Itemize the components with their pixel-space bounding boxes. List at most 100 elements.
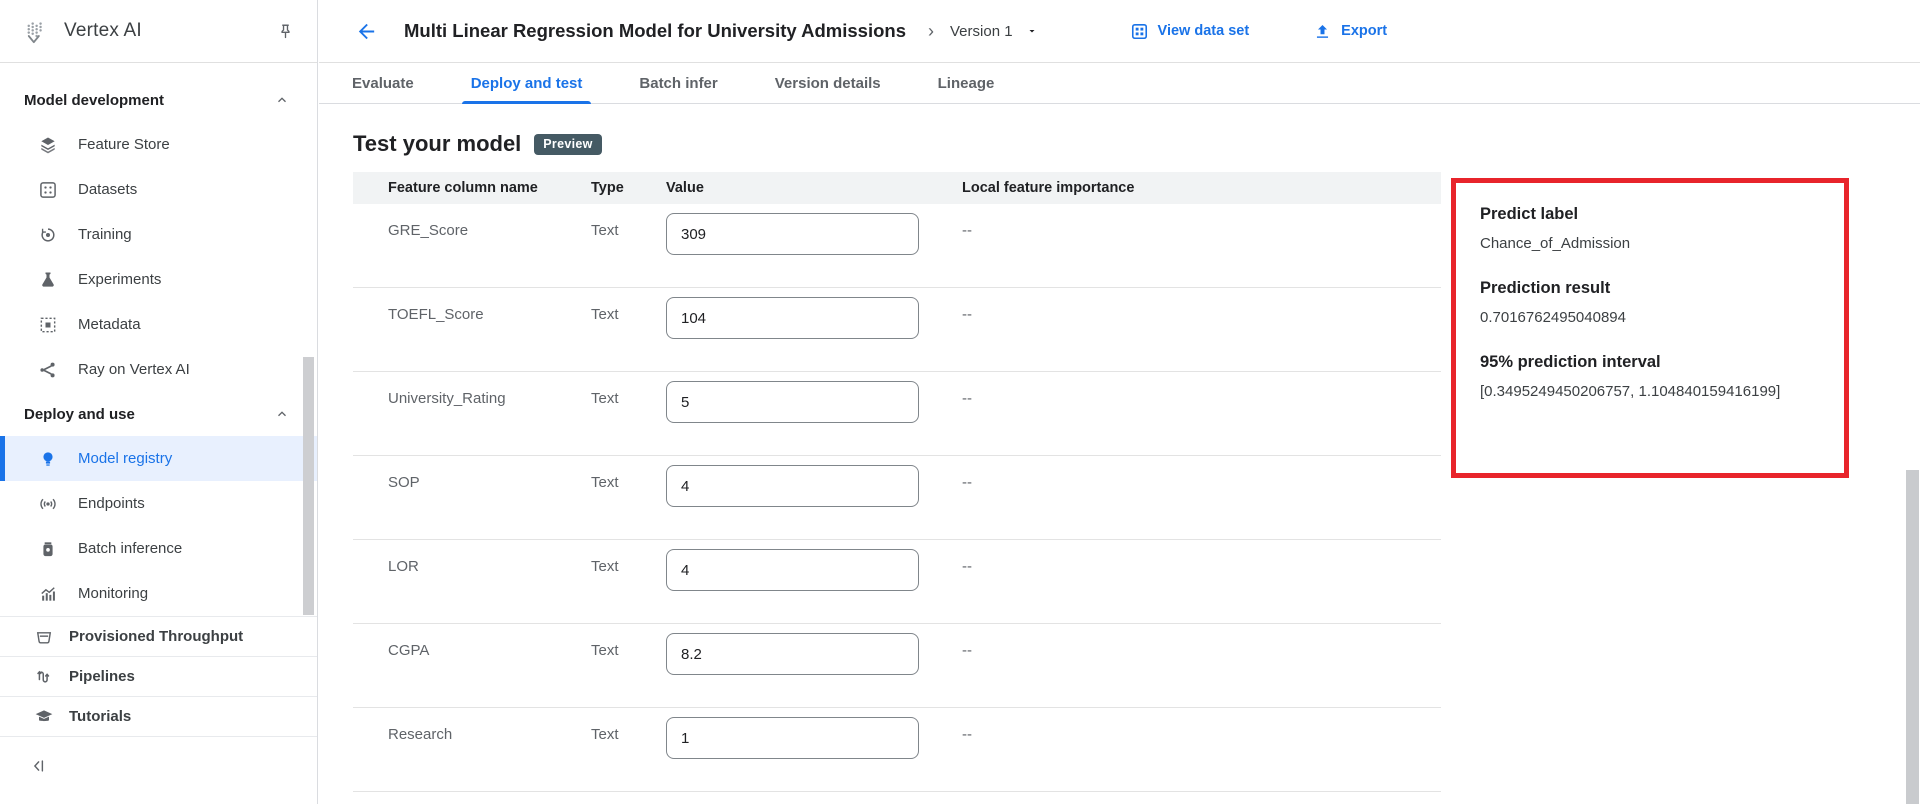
sidebar-item-datasets[interactable]: Datasets xyxy=(0,167,317,212)
sidebar-section-model-development[interactable]: Model development xyxy=(0,78,317,122)
feature-importance: -- xyxy=(962,222,972,239)
sidebar-section-deploy-and-use[interactable]: Deploy and use xyxy=(0,392,317,436)
version-selector[interactable]: Version 1 xyxy=(950,23,1038,40)
sidebar-item-label: Training xyxy=(78,226,132,243)
sidebar-item-training[interactable]: Training xyxy=(0,212,317,257)
sidebar-item-label: Monitoring xyxy=(78,585,149,602)
table-row-university-rating: University_Rating Text -- xyxy=(353,372,1441,456)
value-input-toefl-score[interactable] xyxy=(666,297,919,339)
export-label: Export xyxy=(1341,23,1388,39)
sidebar-item-label: Experiments xyxy=(78,271,162,288)
pin-icon[interactable] xyxy=(276,22,295,41)
sidebar-header: Vertex AI xyxy=(0,0,317,63)
predict-label-value: Chance_of_Admission xyxy=(1480,235,1631,252)
feature-type: Text xyxy=(591,390,619,407)
training-icon xyxy=(37,224,59,246)
tutorials-icon xyxy=(33,706,55,728)
collapse-panel-icon xyxy=(30,757,48,775)
feature-type: Text xyxy=(591,306,619,323)
monitoring-icon xyxy=(37,583,59,605)
version-label: Version 1 xyxy=(950,22,1013,40)
data-set-grid-icon xyxy=(1130,22,1149,41)
app-title: Vertex AI xyxy=(64,20,142,41)
sidebar-item-metadata[interactable]: Metadata xyxy=(0,302,317,347)
pipelines-icon xyxy=(33,666,55,688)
prediction-interval-title: 95% prediction interval xyxy=(1480,353,1661,371)
feature-type: Text xyxy=(591,222,619,239)
tab-batch-infer[interactable]: Batch infer xyxy=(639,74,718,92)
sidebar-item-model-registry[interactable]: Model registry xyxy=(0,436,317,481)
prediction-result-value: 0.7016762495040894 xyxy=(1480,309,1626,326)
section-label: Deploy and use xyxy=(24,405,135,423)
chevron-up-icon xyxy=(275,93,289,107)
ray-icon xyxy=(37,359,59,381)
sidebar-item-label: Tutorials xyxy=(69,708,132,725)
value-input-research[interactable] xyxy=(666,717,919,759)
sidebar-scrollbar[interactable] xyxy=(303,357,314,615)
view-data-set-button[interactable]: View data set xyxy=(1130,22,1249,41)
sidebar-item-endpoints[interactable]: Endpoints xyxy=(0,481,317,526)
table-row-cgpa: CGPA Text -- xyxy=(353,624,1441,708)
sidebar-item-label: Feature Store xyxy=(78,136,170,153)
sidebar-item-label: Batch inference xyxy=(78,540,183,557)
sidebar-item-label: Provisioned Throughput xyxy=(69,628,244,645)
feature-store-icon xyxy=(37,134,59,156)
export-button[interactable]: Export xyxy=(1313,22,1387,41)
column-header-value: Value xyxy=(666,180,704,196)
prediction-result-title: Prediction result xyxy=(1480,279,1611,297)
table-row-gre-score: GRE_Score Text -- xyxy=(353,204,1441,288)
feature-importance: -- xyxy=(962,306,972,323)
endpoints-icon xyxy=(37,493,59,515)
value-input-gre-score[interactable] xyxy=(666,213,919,255)
table-row-lor: LOR Text -- xyxy=(353,540,1441,624)
sidebar-item-experiments[interactable]: Experiments xyxy=(0,257,317,302)
chevron-up-icon xyxy=(275,407,289,421)
tab-deploy-and-test[interactable]: Deploy and test xyxy=(461,63,592,104)
feature-name: Research xyxy=(388,726,453,743)
sidebar-item-monitoring[interactable]: Monitoring xyxy=(0,571,317,616)
sidebar-collapse-button[interactable] xyxy=(0,736,317,795)
tab-bar: Evaluate Deploy and test Batch infer Ver… xyxy=(319,63,1920,104)
provisioned-throughput-icon xyxy=(33,626,55,648)
sidebar: Vertex AI Model development xyxy=(0,0,318,804)
back-arrow-icon[interactable] xyxy=(355,20,378,43)
tab-evaluate[interactable]: Evaluate xyxy=(352,74,414,92)
prediction-interval-value: [0.3495249450206757, 1.104840159416199] xyxy=(1480,383,1781,400)
sidebar-item-ray-on-vertex-ai[interactable]: Ray on Vertex AI xyxy=(0,347,317,392)
breadcrumb-chevron-icon: › xyxy=(928,20,934,41)
sidebar-item-feature-store[interactable]: Feature Store xyxy=(0,122,317,167)
table-row-toefl-score: TOEFL_Score Text -- xyxy=(353,288,1441,372)
metadata-icon xyxy=(37,314,59,336)
value-input-lor[interactable] xyxy=(666,549,919,591)
sidebar-item-batch-inference[interactable]: Batch inference xyxy=(0,526,317,571)
feature-importance: -- xyxy=(962,390,972,407)
column-header-type: Type xyxy=(591,180,624,196)
sidebar-item-pipelines[interactable]: Pipelines xyxy=(0,656,317,696)
page-title: Multi Linear Regression Model for Univer… xyxy=(404,20,906,41)
page-scrollbar[interactable] xyxy=(1906,470,1919,804)
batch-inference-icon xyxy=(37,538,59,560)
feature-importance: -- xyxy=(962,558,972,575)
export-upload-icon xyxy=(1313,22,1332,41)
column-header-feature-name: Feature column name xyxy=(388,180,538,196)
feature-importance: -- xyxy=(962,474,972,491)
sidebar-item-tutorials[interactable]: Tutorials xyxy=(0,696,317,736)
section-heading: Test your model xyxy=(353,131,522,156)
tab-lineage[interactable]: Lineage xyxy=(937,74,995,92)
tab-version-details[interactable]: Version details xyxy=(774,74,881,92)
value-input-cgpa[interactable] xyxy=(666,633,919,675)
predict-label-title: Predict label xyxy=(1480,205,1579,223)
sidebar-bottom-group: Provisioned Throughput Pipelines xyxy=(0,616,317,795)
sidebar-item-label: Datasets xyxy=(78,181,138,198)
feature-importance: -- xyxy=(962,642,972,659)
feature-type: Text xyxy=(591,726,619,743)
value-input-university-rating[interactable] xyxy=(666,381,919,423)
feature-type: Text xyxy=(591,642,619,659)
vertex-ai-logo xyxy=(22,18,49,45)
feature-type: Text xyxy=(591,558,619,575)
feature-name: LOR xyxy=(388,558,419,575)
sidebar-nav: Model development Feature Store xyxy=(0,63,317,795)
sidebar-item-provisioned-throughput[interactable]: Provisioned Throughput xyxy=(0,616,317,656)
feature-importance: -- xyxy=(962,726,972,743)
value-input-sop[interactable] xyxy=(666,465,919,507)
